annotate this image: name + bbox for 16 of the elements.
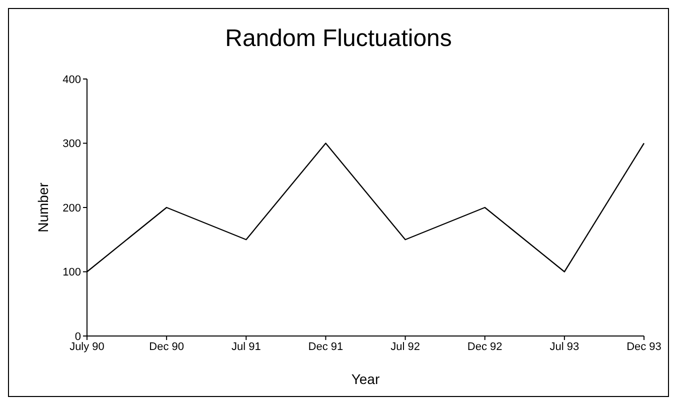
x-tick-label: Jul 91 xyxy=(231,340,261,353)
x-tick-label: Dec 92 xyxy=(467,340,502,353)
y-tick-label: 400 xyxy=(62,74,81,86)
chart-title: Random Fluctuations xyxy=(224,25,453,53)
x-tick-label: July 90 xyxy=(70,340,104,353)
x-tick-label: Jul 93 xyxy=(550,340,580,353)
x-tick-label: Jul 92 xyxy=(390,340,420,353)
y-tick-label: 200 xyxy=(62,202,81,214)
y-tick-label: 300 xyxy=(62,138,81,150)
x-axis-title: Year xyxy=(351,371,380,387)
x-tick-label: Dec 93 xyxy=(626,340,662,353)
y-axis-title: Number xyxy=(34,182,51,232)
y-tick-label: 100 xyxy=(62,266,81,279)
x-tick-label: Dec 91 xyxy=(308,340,344,353)
x-tick-label: Dec 90 xyxy=(149,340,184,353)
y-tick-label: 0 xyxy=(74,330,81,343)
